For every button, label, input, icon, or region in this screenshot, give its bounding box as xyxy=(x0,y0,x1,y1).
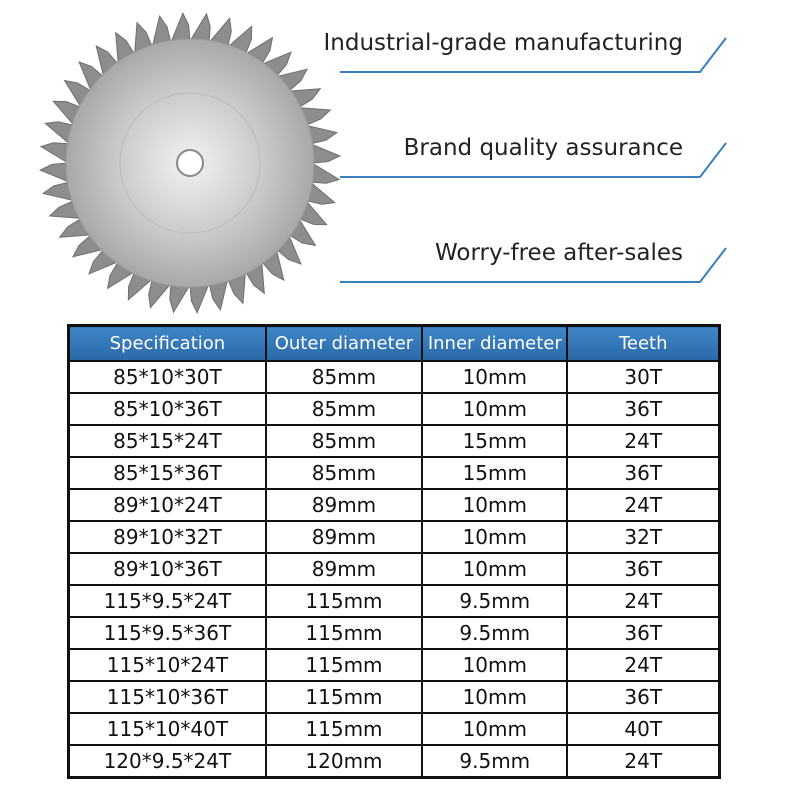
header-cell: Outer diameter xyxy=(264,324,424,362)
table-cell: 85*10*36T xyxy=(67,392,267,426)
table-row: 115*10*36T 115mm 10mm 36T xyxy=(67,680,721,714)
blade-ring xyxy=(119,92,261,234)
table-cell: 24T xyxy=(566,584,721,618)
table-cell: 10mm xyxy=(421,648,569,682)
table-row: 115*9.5*36T 115mm 9.5mm 36T xyxy=(67,616,721,650)
table-cell: 10mm xyxy=(421,712,569,746)
header-cell: Teeth xyxy=(566,324,721,362)
table-cell: 24T xyxy=(566,744,721,779)
table-cell: 115*10*40T xyxy=(67,712,267,746)
table-cell: 85mm xyxy=(264,360,424,394)
table-cell: 115*9.5*36T xyxy=(67,616,267,650)
table-row: 85*10*30T 85mm 10mm 30T xyxy=(67,360,721,394)
table-cell: 36T xyxy=(566,680,721,714)
feature-text: Industrial-grade manufacturing xyxy=(323,30,684,56)
table-row: 89*10*36T 89mm 10mm 36T xyxy=(67,552,721,586)
table-cell: 89mm xyxy=(264,488,424,522)
table-cell: 24T xyxy=(566,488,721,522)
table-row: 115*10*40T 115mm 10mm 40T xyxy=(67,712,721,746)
feature-text: Brand quality assurance xyxy=(403,135,683,161)
table-cell: 15mm xyxy=(421,456,569,490)
feature-underline xyxy=(340,142,727,178)
table-cell: 120*9.5*24T xyxy=(67,744,267,779)
table-cell: 115mm xyxy=(264,712,424,746)
spec-table: Specification Outer diameter Inner diamete… xyxy=(67,324,721,779)
table-cell: 85*15*24T xyxy=(67,424,267,458)
table-cell: 115mm xyxy=(264,648,424,682)
header-cell: Inner diameter xyxy=(421,324,569,362)
table-cell: 9.5mm xyxy=(421,744,569,779)
table-cell: 10mm xyxy=(421,488,569,522)
table-row: 89*10*32T 89mm 10mm 32T xyxy=(67,520,721,554)
table-cell: 30T xyxy=(566,360,721,394)
table-cell: 89mm xyxy=(264,520,424,554)
table-row: 115*10*24T 115mm 10mm 24T xyxy=(67,648,721,682)
table-cell: 10mm xyxy=(421,392,569,426)
table-cell: 40T xyxy=(566,712,721,746)
saw-blade xyxy=(38,11,342,315)
table-cell: 15mm xyxy=(421,424,569,458)
table-cell: 89*10*32T xyxy=(67,520,267,554)
feature-text: Worry-free after-sales xyxy=(435,240,683,266)
table-cell: 120mm xyxy=(264,744,424,779)
feature-lines xyxy=(340,37,727,283)
table-cell: 89mm xyxy=(264,552,424,586)
table-cell: 89*10*36T xyxy=(67,552,267,586)
arbor-hole xyxy=(176,149,204,177)
table-row: 89*10*24T 89mm 10mm 24T xyxy=(67,488,721,522)
table-row: 85*15*24T 85mm 15mm 24T xyxy=(67,424,721,458)
table-cell: 36T xyxy=(566,616,721,650)
table-cell: 36T xyxy=(566,456,721,490)
table-row: 85*15*36T 85mm 15mm 36T xyxy=(67,456,721,490)
table-row: 115*9.5*24T 115mm 9.5mm 24T xyxy=(67,584,721,618)
table-cell: 24T xyxy=(566,648,721,682)
table-cell: 10mm xyxy=(421,520,569,554)
feature-underline xyxy=(340,37,727,73)
table-cell: 89*10*24T xyxy=(67,488,267,522)
table-cell: 10mm xyxy=(421,552,569,586)
table-cell: 115mm xyxy=(264,616,424,650)
table-cell: 36T xyxy=(566,552,721,586)
table-cell: 85mm xyxy=(264,456,424,490)
table-cell: 115mm xyxy=(264,584,424,618)
table-cell: 115*9.5*24T xyxy=(67,584,267,618)
table-cell: 32T xyxy=(566,520,721,554)
table-cell: 85*10*30T xyxy=(67,360,267,394)
table-cell: 9.5mm xyxy=(421,584,569,618)
feature-underline xyxy=(340,247,727,283)
table-cell: 85mm xyxy=(264,392,424,426)
table-cell: 115*10*24T xyxy=(67,648,267,682)
table-cell: 115*10*36T xyxy=(67,680,267,714)
table-cell: 10mm xyxy=(421,360,569,394)
table-cell: 85*15*36T xyxy=(67,456,267,490)
header-row: Specification Outer diameter Inner diamete… xyxy=(67,324,721,362)
table-cell: 85mm xyxy=(264,424,424,458)
table-cell: 9.5mm xyxy=(421,616,569,650)
table-cell: 115mm xyxy=(264,680,424,714)
table-cell: 24T xyxy=(566,424,721,458)
table-row: 85*10*36T 85mm 10mm 36T xyxy=(67,392,721,426)
table-cell: 10mm xyxy=(421,680,569,714)
table-cell: 36T xyxy=(566,392,721,426)
table-row: 120*9.5*24T 120mm 9.5mm 24T xyxy=(67,744,721,779)
header-cell: Specification xyxy=(67,324,267,362)
